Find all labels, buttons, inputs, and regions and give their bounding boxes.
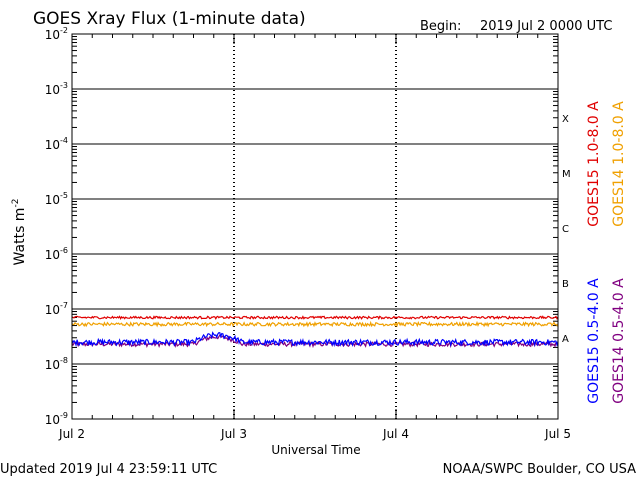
y-tick-label: 10-5: [45, 191, 68, 207]
flare-class-label: B: [562, 279, 569, 290]
legend: GOES15 1.0-8.0 A GOES14 1.0-8.0 A GOES15 0…: [586, 101, 627, 404]
legend-entry-label: GOES14 1.0-8.0 A: [611, 101, 627, 227]
begin-value: 2019 Jul 2 0000 UTC: [480, 19, 612, 34]
flare-class-label: A: [562, 334, 569, 345]
begin-label: Begin:: [420, 19, 461, 34]
y-tick-label: 10-2: [45, 26, 68, 42]
y-axis-label: Watts m-2: [11, 199, 28, 266]
x-tick-label: Jul 5: [544, 427, 571, 441]
legend-entry: GOES14 0.5-4.0 A: [611, 278, 627, 404]
y-tick-label: 10-4: [45, 136, 68, 152]
series-line: [71, 320, 559, 328]
plot-frame: [71, 33, 559, 420]
series-line: [71, 315, 559, 321]
credit-text: NOAA/SWPC Boulder, CO USA: [443, 462, 636, 477]
y-tick-label: 10-6: [45, 246, 68, 262]
x-axis-label: Universal Time: [271, 443, 360, 457]
y-tick-label: 10-8: [45, 356, 68, 372]
chart-title: GOES Xray Flux (1-minute data): [33, 9, 306, 29]
flare-class-label: M: [562, 169, 571, 180]
series-line: [71, 331, 559, 348]
y-axis-label-base: Watts m: [12, 208, 28, 266]
legend-entry: GOES14 1.0-8.0 A: [611, 101, 627, 227]
y-axis-label-exp: -2: [11, 199, 21, 208]
x-tick-label: Jul 2: [58, 427, 85, 441]
flare-class-label: X: [562, 114, 569, 125]
updated-timestamp: Updated 2019 Jul 4 23:59:11 UTC: [0, 462, 217, 477]
legend-entry-label: GOES15 1.0-8.0 A: [586, 101, 602, 227]
legend-entry-label: GOES15 0.5-4.0 A: [586, 278, 602, 404]
legend-entry: GOES15 1.0-8.0 A: [586, 101, 602, 227]
y-tick-label: 10-3: [45, 81, 68, 97]
x-tick-label: Jul 4: [382, 427, 409, 441]
flare-class-label: C: [562, 224, 569, 235]
legend-entry: GOES15 0.5-4.0 A: [586, 278, 602, 404]
svg-text:Watts m-2: Watts m-2: [11, 199, 28, 266]
y-tick-label: 10-7: [45, 301, 68, 317]
y-tick-label: 10-9: [45, 411, 68, 427]
x-tick-label: Jul 3: [220, 427, 247, 441]
legend-entry-label: GOES14 0.5-4.0 A: [611, 278, 627, 404]
